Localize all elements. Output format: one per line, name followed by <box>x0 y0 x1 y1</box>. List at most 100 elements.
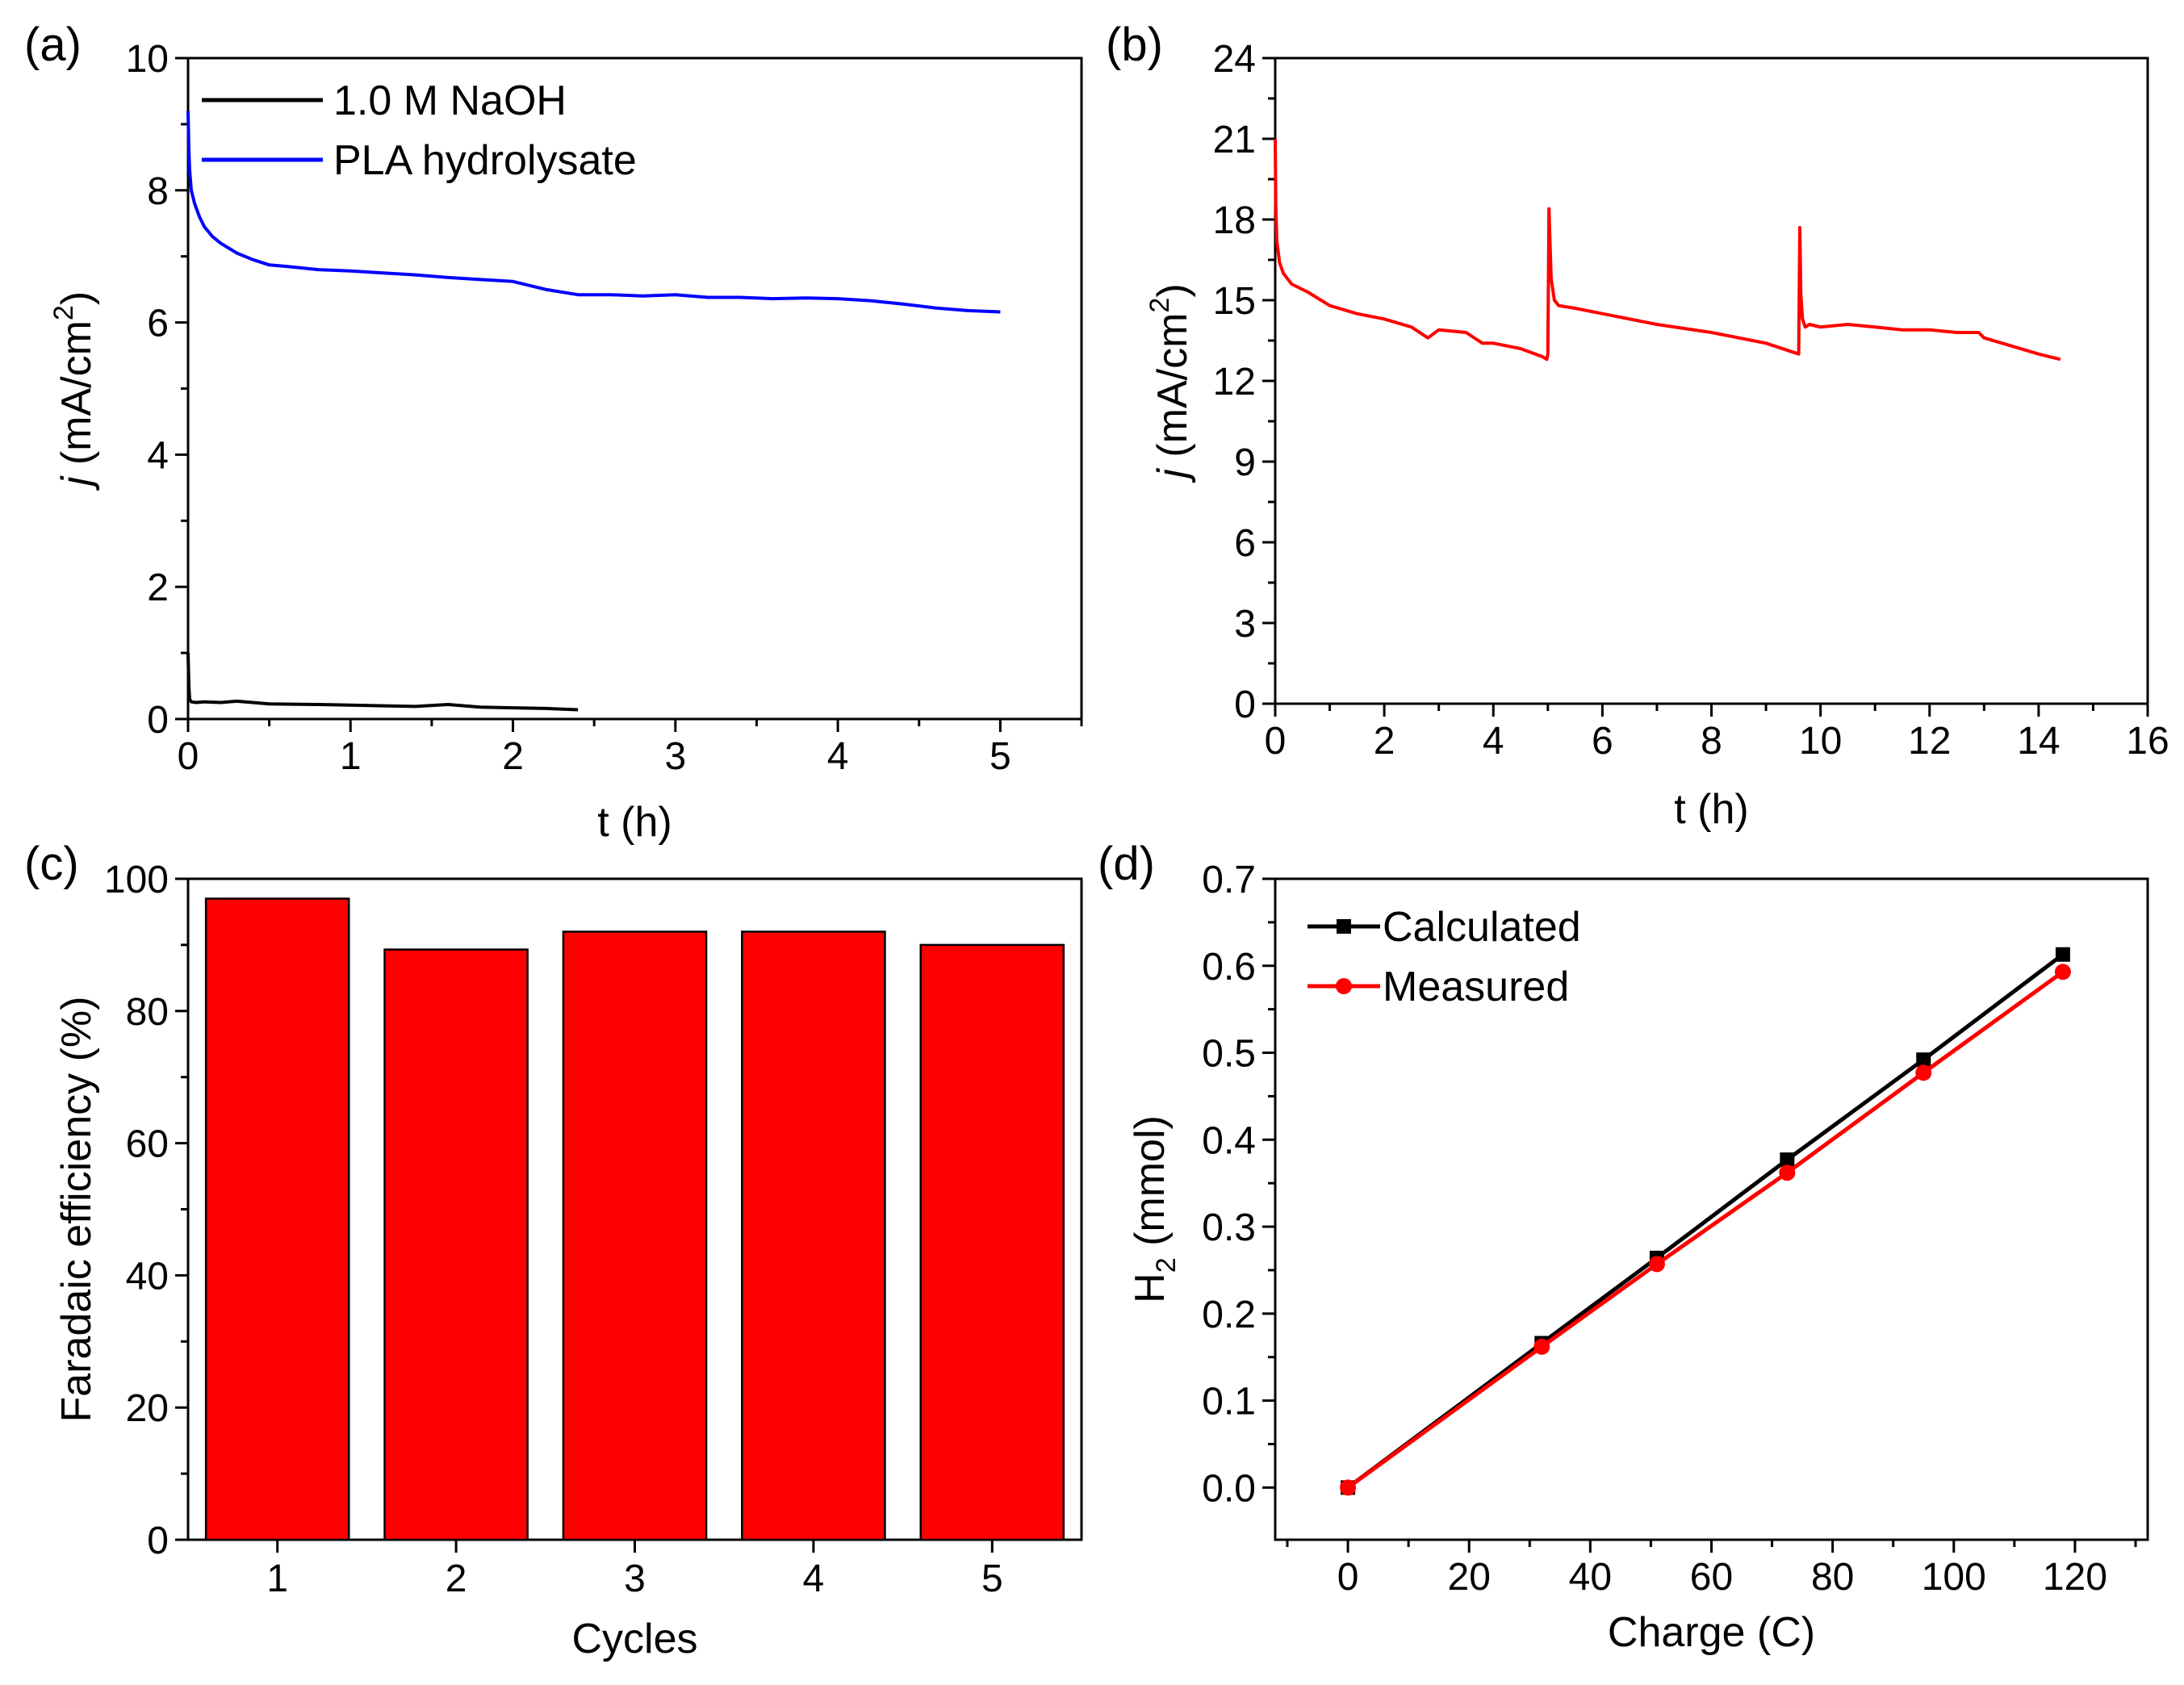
y-axis-label-close: ) <box>53 291 100 305</box>
legend-marker <box>1336 978 1352 994</box>
x-tick-label: 2 <box>1374 720 1395 763</box>
y-tick-label: 0 <box>1234 684 1256 726</box>
y-tick-label: 100 <box>104 859 169 901</box>
series-line-calculated <box>1346 952 2065 1490</box>
x-tick-label: 120 <box>2043 1556 2107 1599</box>
y-tick-label: 20 <box>126 1387 169 1430</box>
bar-cycle-1 <box>204 897 350 1541</box>
y-tick-label: 6 <box>147 303 169 345</box>
y-tick-label: 6 <box>1234 522 1256 565</box>
x-axis-label: t (h) <box>597 799 672 846</box>
bar-cycle-5 <box>919 943 1065 1541</box>
legend-label: Calculated <box>1383 904 1581 951</box>
y-tick-label: 0.6 <box>1202 946 1256 989</box>
legend-label: PLA hydrolysate <box>333 137 637 184</box>
x-tick-label: 80 <box>1811 1556 1854 1599</box>
x-tick-label: 20 <box>1448 1556 1491 1599</box>
y-tick-label: 0.2 <box>1202 1294 1256 1336</box>
y-tick-label: 24 <box>1213 38 1256 81</box>
bar-cycle-2 <box>383 948 529 1541</box>
x-tick-label: 1 <box>340 735 362 778</box>
y-tick-label: 0.4 <box>1202 1119 1256 1162</box>
y-tick-label: 12 <box>1213 361 1256 403</box>
x-tick-label: 0 <box>178 735 199 778</box>
panel-label-d: (d) <box>1098 838 1155 890</box>
x-tick-label: 60 <box>1690 1556 1733 1599</box>
y-axis-label-sub: 2 <box>1151 1257 1182 1273</box>
y-tick-label: 3 <box>1234 603 1256 646</box>
panel-a: 0 2 4 6 8 10 0 1 2 3 4 5 1.0 M NaOH PLA hydrolysate (a… <box>24 19 1083 846</box>
x-tick-label: 3 <box>624 1557 646 1600</box>
x-tick-label: 3 <box>664 735 686 778</box>
series-line-measured <box>1346 970 2065 1490</box>
series-line-pla-hydrolysate <box>186 111 1001 314</box>
y-tick-label: 2 <box>147 567 169 609</box>
x-tick-label: 4 <box>1483 720 1504 763</box>
x-axis-label: Charge (C) <box>1608 1609 1815 1656</box>
y-axis-label-h: H <box>1127 1273 1174 1303</box>
data-point-calculated <box>1916 1052 1931 1068</box>
x-tick-label: 6 <box>1592 720 1613 763</box>
data-point-measured <box>1915 1064 1932 1081</box>
y-tick-label: 0.7 <box>1202 859 1256 901</box>
y-tick-label: 0 <box>147 1520 169 1562</box>
y-axis-label: H2 (mmol) <box>1127 1115 1182 1303</box>
y-axis-label-j: j <box>53 475 100 491</box>
y-tick-label: 21 <box>1213 119 1256 161</box>
series-line-current-density <box>1274 138 2061 362</box>
data-point-measured <box>2054 964 2071 980</box>
y-axis-label-j: j <box>1149 468 1196 483</box>
series-line-naoh <box>186 653 579 712</box>
y-axis-label: Faradaic efficiency (%) <box>53 997 100 1423</box>
y-tick-label: 9 <box>1234 441 1256 484</box>
y-axis-label-sup: 2 <box>48 305 79 320</box>
panel-d: 0.0 0.1 0.2 0.3 0.4 0.5 0.6 0.7 0 20 40 60 80 100 120 C… <box>1098 838 2149 1656</box>
bar-cycle-3 <box>562 930 708 1541</box>
legend-label: 1.0 M NaOH <box>333 77 567 124</box>
y-tick-label: 0 <box>147 699 169 742</box>
bar-cycle-4 <box>741 930 886 1541</box>
y-tick-label: 0.0 <box>1202 1467 1256 1510</box>
x-tick-label: 4 <box>803 1557 825 1600</box>
x-tick-label: 5 <box>981 1557 1003 1600</box>
y-tick-label: 18 <box>1213 199 1256 242</box>
x-axis-label: t (h) <box>1674 786 1748 833</box>
x-tick-label: 0 <box>1337 1556 1359 1599</box>
x-tick-label: 0 <box>1265 720 1287 763</box>
y-axis-label-close: ) <box>1149 283 1196 297</box>
x-tick-label: 16 <box>2126 720 2169 763</box>
data-point-measured <box>1779 1164 1796 1181</box>
y-axis-label: j (mA/cm2) <box>1144 283 1196 483</box>
x-tick-label: 8 <box>1701 720 1722 763</box>
y-tick-label: 40 <box>126 1255 169 1298</box>
x-tick-label: 12 <box>1908 720 1951 763</box>
y-axis-label: j (mA/cm2) <box>48 291 100 491</box>
data-point-measured <box>1648 1256 1665 1273</box>
x-tick-label: 2 <box>502 735 524 778</box>
panel-label-b: (b) <box>1106 19 1163 71</box>
plot-frame <box>1274 56 2149 705</box>
y-axis-label-unit: (mmol) <box>1127 1115 1174 1257</box>
y-tick-label: 4 <box>147 434 169 477</box>
data-point-calculated <box>1780 1152 1795 1168</box>
x-tick-label: 1 <box>266 1557 288 1600</box>
data-point-measured <box>1533 1338 1550 1355</box>
y-tick-label: 0.1 <box>1202 1381 1256 1424</box>
y-tick-label: 10 <box>126 38 169 81</box>
panel-label-a: (a) <box>24 19 82 71</box>
x-tick-label: 100 <box>1922 1556 1986 1599</box>
x-tick-label: 2 <box>446 1557 467 1600</box>
y-axis-label-unit: (mA/cm <box>53 320 100 477</box>
y-tick-label: 60 <box>126 1123 169 1166</box>
x-tick-label: 4 <box>827 735 849 778</box>
y-tick-label: 0.5 <box>1202 1033 1256 1076</box>
y-tick-label: 80 <box>126 991 169 1034</box>
y-axis-label-unit: (mA/cm <box>1149 313 1196 470</box>
x-tick-label: 10 <box>1799 720 1842 763</box>
y-tick-label: 8 <box>147 170 169 213</box>
legend-marker <box>1337 919 1351 934</box>
y-tick-label: 15 <box>1213 280 1256 323</box>
x-tick-label: 40 <box>1569 1556 1612 1599</box>
